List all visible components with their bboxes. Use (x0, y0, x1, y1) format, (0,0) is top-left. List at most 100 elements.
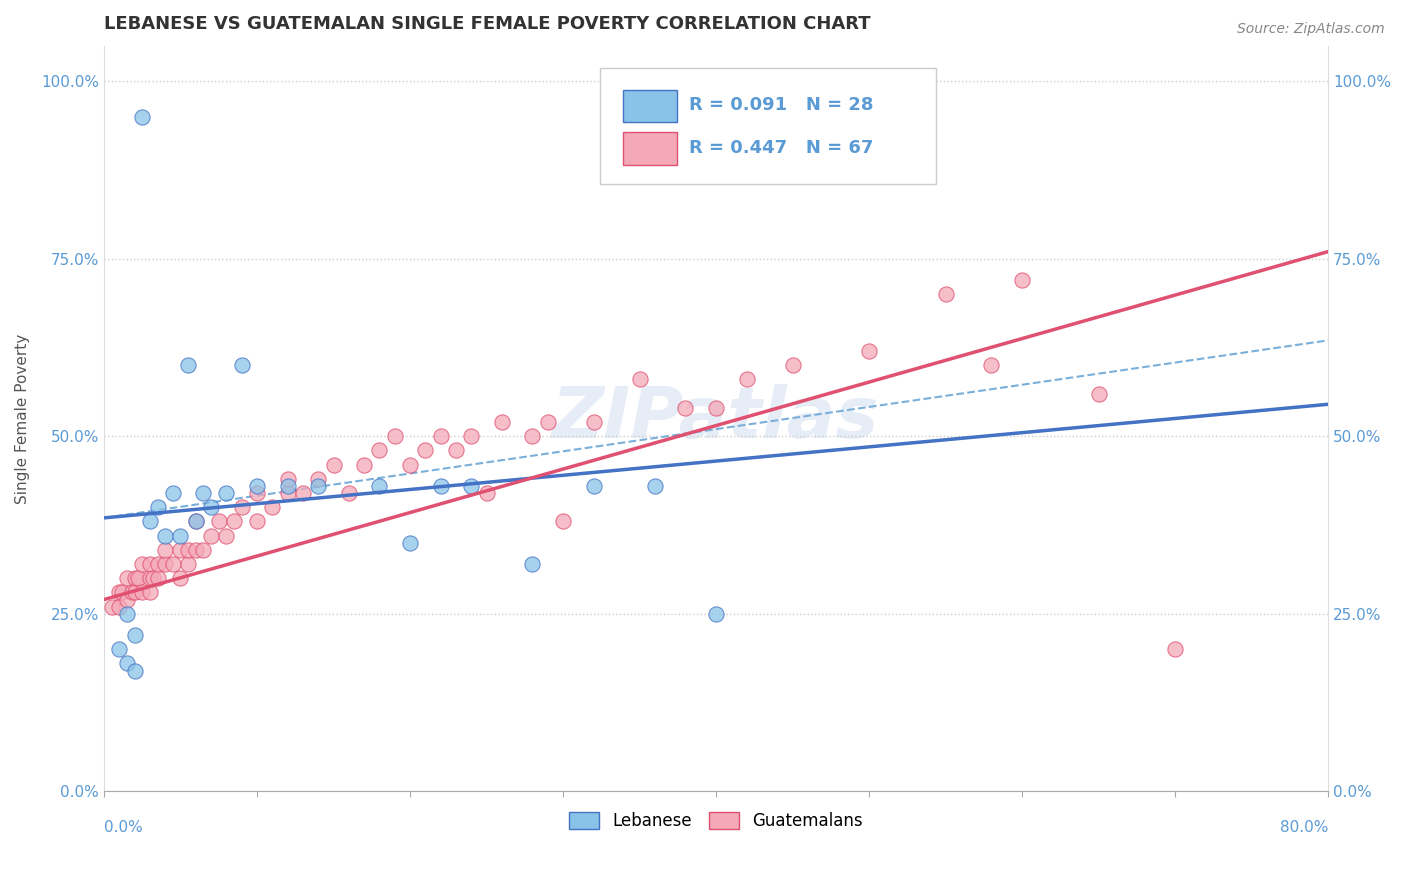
Point (124, 628, 146, 642)
Point (475, 486, 498, 500)
Point (307, 472, 329, 486)
Point (146, 571, 169, 585)
Point (162, 557, 184, 571)
Point (131, 557, 153, 571)
Text: 80.0%: 80.0% (1279, 821, 1329, 835)
Text: R = 0.091   N = 28: R = 0.091 N = 28 (689, 96, 873, 114)
Point (980, 358, 1002, 372)
Point (246, 479, 269, 493)
Point (522, 557, 544, 571)
Point (169, 528, 191, 542)
Point (291, 486, 314, 500)
Point (429, 479, 451, 493)
Point (460, 479, 482, 493)
Point (100, 599, 122, 614)
Point (139, 585, 162, 599)
Point (146, 557, 169, 571)
Point (153, 528, 176, 542)
Point (108, 585, 131, 599)
Point (935, 287, 957, 301)
Legend: Lebanese, Guatemalans: Lebanese, Guatemalans (562, 805, 869, 837)
Point (1011, 273, 1033, 287)
Point (1164, 642, 1187, 657)
Text: 0.0%: 0.0% (104, 821, 143, 835)
Point (522, 429, 544, 443)
Point (184, 542, 207, 557)
Point (169, 542, 191, 557)
Point (246, 515, 269, 529)
Point (115, 592, 138, 607)
Text: ZIPatlas: ZIPatlas (553, 384, 880, 453)
Point (782, 358, 804, 372)
Point (200, 500, 222, 515)
Text: R = 0.447   N = 67: R = 0.447 N = 67 (689, 139, 873, 157)
Point (399, 535, 422, 549)
Point (142, 571, 165, 585)
Point (108, 642, 131, 657)
Point (177, 557, 200, 571)
Point (582, 479, 605, 493)
Point (231, 500, 253, 515)
Point (193, 486, 215, 500)
Point (184, 515, 207, 529)
FancyBboxPatch shape (600, 68, 936, 184)
Point (115, 607, 138, 621)
Point (415, 443, 437, 458)
Point (139, 515, 162, 529)
Point (368, 443, 391, 458)
Point (322, 458, 344, 472)
Point (858, 344, 880, 359)
Point (121, 585, 143, 599)
Point (200, 528, 222, 542)
Point (353, 458, 375, 472)
Point (675, 401, 697, 415)
Point (139, 571, 162, 585)
Point (222, 515, 245, 529)
Point (704, 607, 727, 621)
Point (460, 429, 482, 443)
Point (139, 557, 162, 571)
FancyBboxPatch shape (623, 90, 676, 122)
Point (177, 542, 200, 557)
Point (124, 571, 146, 585)
Point (399, 458, 422, 472)
Point (115, 571, 138, 585)
Point (124, 585, 146, 599)
Y-axis label: Single Female Poverty: Single Female Poverty (15, 334, 30, 504)
Point (704, 401, 727, 415)
Point (537, 415, 560, 429)
Point (184, 515, 207, 529)
Point (127, 571, 149, 585)
Point (384, 429, 406, 443)
Point (735, 372, 758, 386)
Point (169, 571, 191, 585)
Point (277, 472, 299, 486)
Point (115, 657, 138, 671)
Point (368, 479, 391, 493)
Point (208, 515, 231, 529)
Point (108, 599, 131, 614)
Point (215, 528, 238, 542)
Point (307, 479, 329, 493)
Point (131, 110, 153, 124)
Point (444, 443, 467, 458)
Point (1087, 386, 1109, 401)
Point (193, 542, 215, 557)
Point (491, 415, 513, 429)
Text: LEBANESE VS GUATEMALAN SINGLE FEMALE POVERTY CORRELATION CHART: LEBANESE VS GUATEMALAN SINGLE FEMALE POV… (104, 15, 870, 33)
Point (246, 486, 269, 500)
Point (231, 358, 253, 372)
Point (146, 500, 169, 515)
Point (215, 486, 238, 500)
Point (162, 486, 184, 500)
FancyBboxPatch shape (623, 132, 676, 165)
Point (131, 585, 153, 599)
Point (582, 415, 605, 429)
Point (262, 500, 284, 515)
Point (111, 585, 134, 599)
Point (337, 486, 360, 500)
Point (551, 515, 574, 529)
Point (153, 557, 176, 571)
Point (644, 479, 666, 493)
Point (153, 542, 176, 557)
